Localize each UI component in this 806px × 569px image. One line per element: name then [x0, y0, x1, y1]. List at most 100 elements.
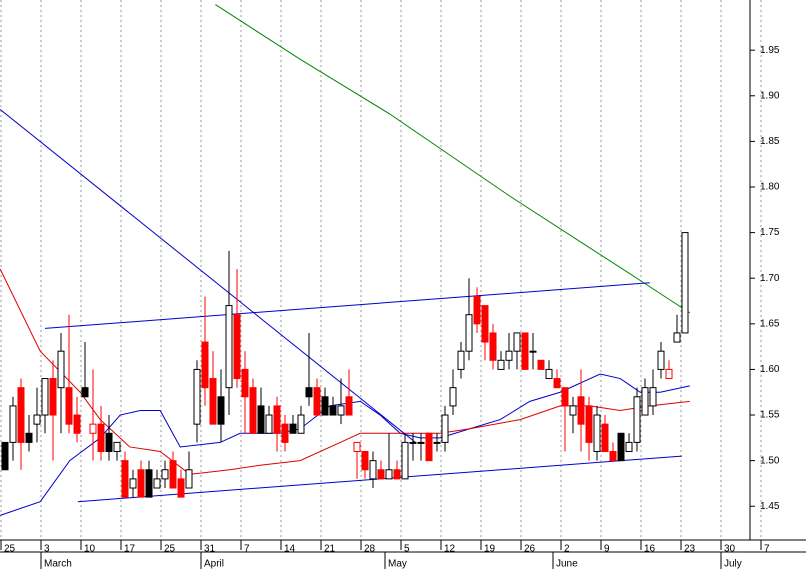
candle-body [361, 451, 369, 471]
candle-body [401, 441, 409, 480]
candle-body [17, 387, 25, 443]
candle-body [233, 314, 241, 380]
candle-body [89, 423, 97, 434]
candle-body [329, 405, 337, 416]
candle-body [97, 423, 105, 453]
candle-body [513, 332, 521, 352]
candle-body [473, 295, 481, 325]
candle-body [169, 460, 177, 489]
candle-body [353, 441, 361, 453]
candle-body [449, 387, 457, 407]
candle-body [33, 414, 41, 425]
candle-body [305, 387, 313, 398]
x-tick-label: 3 [44, 544, 50, 555]
candle-body [425, 432, 433, 462]
candle-body [433, 441, 441, 444]
candle-body [665, 368, 673, 380]
candle-body [497, 359, 505, 370]
candle-body [681, 232, 689, 334]
candle-body [505, 350, 513, 361]
candle-body [1, 441, 9, 471]
x-tick-label: 10 [84, 544, 96, 555]
x-tick-label: 5 [404, 544, 410, 555]
candle-body [113, 441, 121, 453]
candle-body [537, 359, 545, 370]
candle-body [57, 350, 65, 389]
candle-body [521, 332, 529, 370]
x-tick-label: 2 [564, 544, 570, 555]
candle-body [457, 350, 465, 370]
y-tick-label: 1.65 [760, 318, 780, 329]
indicator-line [44, 282, 650, 329]
candle-body [241, 368, 249, 398]
y-tick-label: 1.70 [760, 273, 780, 284]
y-tick-label: 1.60 [760, 364, 780, 375]
x-tick-label: 23 [684, 544, 696, 555]
candle-body [105, 432, 113, 453]
y-tick-label: 1.55 [760, 410, 780, 421]
candle-body [673, 332, 681, 343]
candle-body [649, 387, 657, 407]
candle-body [193, 368, 201, 425]
candle-body [585, 405, 593, 443]
candle-body [561, 387, 569, 407]
candle-body [617, 432, 625, 462]
candle-body [265, 414, 273, 434]
month-label: July [724, 559, 742, 569]
candle-body [337, 405, 345, 416]
candle-body [553, 378, 561, 389]
candle-body [569, 405, 577, 416]
candle-body [25, 432, 33, 443]
indicator-line [215, 4, 691, 314]
x-tick-label: 21 [324, 544, 336, 555]
x-tick-label: 25 [164, 544, 176, 555]
candle-body [593, 414, 601, 453]
x-tick-label: 7 [764, 544, 770, 555]
y-tick-label: 1.45 [760, 501, 780, 512]
x-tick-label: 19 [484, 544, 496, 555]
y-tick-label: 1.80 [760, 182, 780, 193]
y-tick-label: 1.85 [760, 136, 780, 147]
candle-body [417, 441, 425, 444]
candle-body [201, 341, 209, 389]
candle-body [297, 414, 305, 434]
candle-body [489, 332, 497, 361]
candle-body [41, 378, 49, 416]
y-tick-label: 1.95 [760, 45, 780, 56]
candle-body [81, 387, 89, 398]
candle-body [641, 387, 649, 416]
x-tick-label: 28 [364, 544, 376, 555]
candle-body [657, 350, 665, 370]
x-tick-label: 12 [444, 544, 456, 555]
indicator-line [0, 109, 416, 443]
candle-body [609, 451, 617, 462]
candle-body [185, 469, 193, 489]
candle-body [393, 469, 401, 480]
y-tick-label: 1.75 [760, 227, 780, 238]
candle-body [625, 441, 633, 453]
candle-body [281, 423, 289, 443]
candle-body [529, 350, 537, 353]
x-tick-label: 9 [604, 544, 610, 555]
candle-body [577, 396, 585, 425]
candle-body [145, 469, 153, 498]
candle-body [289, 423, 297, 434]
month-label: April [204, 559, 224, 569]
indicator-line [0, 373, 690, 516]
candle-body [385, 469, 393, 480]
candle-body [225, 305, 233, 389]
candle-body [153, 478, 161, 489]
candle-body [481, 305, 489, 343]
candle-body [177, 478, 185, 498]
x-tick-label: 7 [244, 544, 250, 555]
candle-body [377, 469, 385, 480]
x-tick-label: 25 [4, 544, 16, 555]
candle-body [209, 378, 217, 425]
y-tick-label: 1.90 [760, 90, 780, 101]
candle-body [345, 396, 353, 416]
x-tick-label: 31 [204, 544, 216, 555]
candle-body [121, 460, 129, 498]
candle-body [545, 368, 553, 380]
candle-body [49, 378, 57, 416]
